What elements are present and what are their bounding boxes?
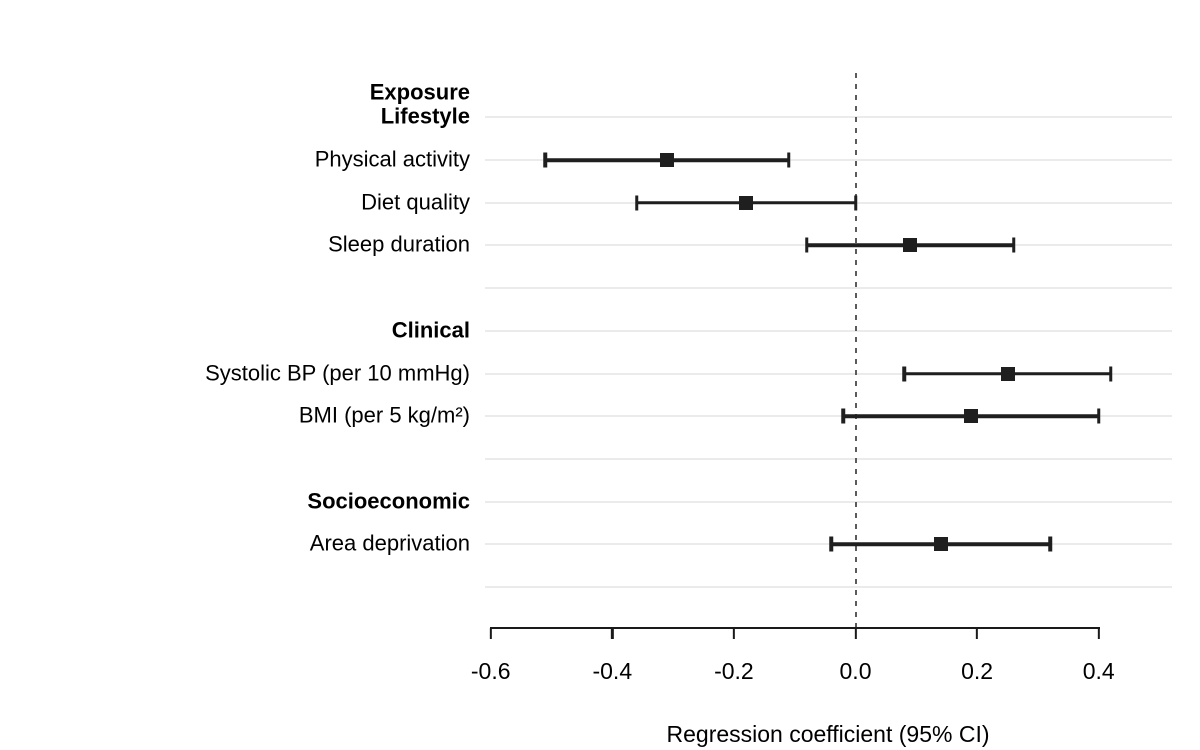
row-label: Diet quality: [361, 189, 470, 215]
ci-cap-low: [634, 195, 639, 211]
gridline: [485, 543, 1172, 546]
row-label: Systolic BP (per 10 mmHg): [205, 360, 470, 386]
ci-cap-low: [543, 152, 548, 168]
estimate-marker: [1000, 366, 1015, 381]
estimate-marker: [903, 238, 918, 253]
gridline: [485, 329, 1172, 332]
ci-cap-high: [853, 195, 858, 211]
x-axis-tick-label: 0.2: [961, 658, 994, 684]
x-axis-tick: [611, 628, 614, 639]
gridline: [485, 457, 1172, 460]
row-label: Sleep duration: [328, 231, 470, 257]
zero-reference-line: [854, 73, 857, 628]
ci-cap-low: [829, 536, 833, 552]
gridline: [485, 500, 1172, 503]
x-axis-line: [490, 627, 1100, 630]
x-axis-tick: [854, 628, 857, 639]
column-header-exposure: Exposure: [369, 79, 470, 105]
estimate-marker: [739, 195, 754, 210]
x-axis-tick: [1097, 628, 1100, 639]
x-axis-tick: [732, 628, 736, 639]
x-axis-tick-label: -0.2: [714, 658, 754, 684]
gridline: [485, 372, 1172, 375]
estimate-marker: [933, 537, 948, 552]
ci-cap-high: [786, 152, 791, 168]
x-axis-tick-label: 0.4: [1082, 658, 1115, 684]
row-label: Physical activity: [314, 146, 470, 172]
row-label: Area deprivation: [309, 530, 470, 556]
group-label: Clinical: [391, 317, 470, 343]
x-axis-tick-label: -0.6: [470, 658, 511, 684]
gridline: [485, 116, 1172, 119]
gridline: [485, 287, 1172, 290]
x-axis-tick-label: 0.0: [839, 658, 872, 684]
ci-cap-high: [1011, 237, 1016, 253]
gridline: [485, 415, 1172, 418]
ci-cap-high: [1048, 536, 1052, 552]
x-axis-tick: [975, 628, 979, 639]
gridline: [485, 586, 1172, 588]
estimate-marker: [660, 153, 675, 167]
x-axis-tick: [489, 628, 492, 639]
ci-cap-low: [902, 366, 906, 381]
group-label: Socioeconomic: [307, 488, 470, 514]
group-label: Lifestyle: [380, 103, 470, 129]
x-axis-tick-label: -0.4: [592, 658, 633, 684]
estimate-marker: [964, 409, 979, 424]
ci-cap-high: [1109, 366, 1113, 381]
plot-area: [485, 73, 1172, 628]
x-axis-title: Regression coefficient (95% CI): [666, 721, 990, 747]
row-label: BMI (per 5 kg/m²): [298, 402, 470, 428]
ci-cap-low: [841, 408, 846, 424]
ci-cap-low: [805, 237, 809, 253]
gridline: [485, 159, 1172, 161]
ci-cap-high: [1096, 408, 1101, 424]
